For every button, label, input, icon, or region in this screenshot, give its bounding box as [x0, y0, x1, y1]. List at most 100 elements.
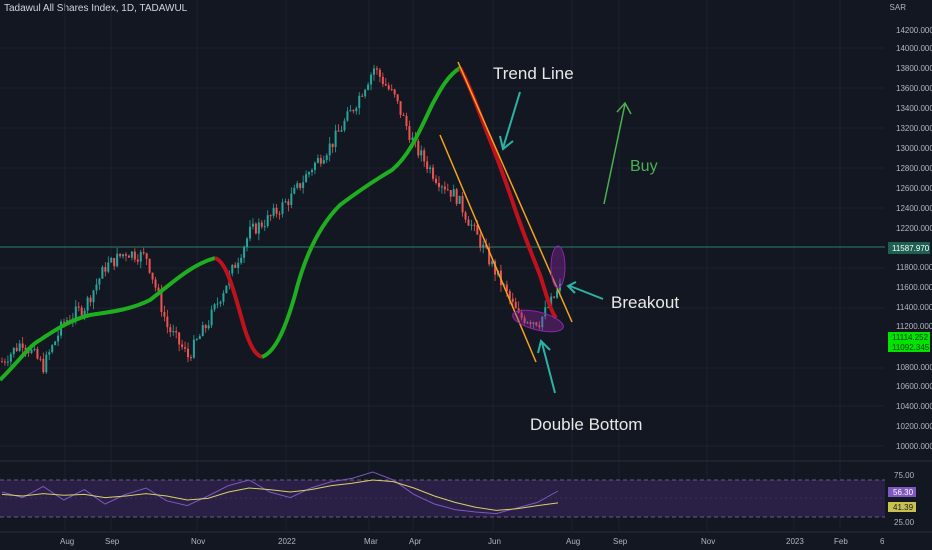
- candle-body: [473, 224, 476, 226]
- candle-body: [142, 252, 145, 254]
- candle-body: [446, 189, 449, 191]
- candle-body: [322, 160, 325, 164]
- candle-body: [130, 251, 133, 258]
- candle-body: [452, 189, 455, 197]
- candle-body: [375, 68, 378, 70]
- candle-body: [402, 114, 405, 116]
- price-tick: 12200.000: [896, 224, 932, 233]
- price-scale[interactable]: 14200.000 14000.000 13800.000 13600.000 …: [896, 26, 932, 451]
- candle-body: [316, 157, 319, 163]
- candle-body: [420, 150, 423, 156]
- candle-body: [411, 137, 414, 140]
- last-price-badge-1: [888, 332, 930, 342]
- price-tick: 14000.000: [896, 44, 932, 53]
- price-tick: 10600.000: [896, 382, 932, 391]
- candle-body: [361, 95, 364, 97]
- candle-body: [92, 290, 95, 303]
- candle-body: [39, 358, 42, 360]
- candle-body: [119, 253, 122, 257]
- candle-body: [249, 226, 251, 239]
- price-tick: 13800.000: [896, 64, 932, 73]
- candle-body: [334, 130, 337, 148]
- candle-body: [550, 296, 553, 308]
- time-label: 2023: [786, 537, 804, 546]
- price-tick: 13200.000: [896, 124, 932, 133]
- breakout-arrow: [566, 281, 604, 300]
- candle-body: [151, 272, 154, 280]
- candle-body: [426, 161, 429, 170]
- candle-body: [482, 244, 485, 248]
- candle-body: [494, 261, 497, 275]
- candle-body: [24, 347, 27, 351]
- candle-body: [417, 140, 420, 156]
- ma-line-red-1: [214, 256, 263, 359]
- candle-body: [287, 201, 290, 206]
- candle-body: [48, 352, 51, 355]
- candle-body: [553, 296, 556, 298]
- candle-body: [234, 264, 237, 268]
- candle-body: [157, 287, 160, 292]
- candle-body: [222, 293, 225, 302]
- candle-body: [12, 347, 15, 355]
- rsi-value-badge: [888, 487, 916, 497]
- candle-body: [269, 215, 272, 217]
- candle-body: [464, 212, 467, 220]
- candle-body: [77, 306, 80, 308]
- last-price-label-1: 11114.252: [892, 333, 929, 342]
- candle-body: [308, 172, 311, 175]
- time-label: Sep: [105, 537, 120, 546]
- candle-body: [169, 327, 172, 333]
- candle-body: [399, 101, 402, 115]
- candle-body: [195, 339, 198, 341]
- candle-body: [296, 183, 299, 188]
- candle-body: [367, 84, 370, 90]
- ma-line-red-2: [458, 66, 558, 320]
- candle-body: [219, 301, 222, 304]
- rsi-ma-badge: [888, 502, 916, 512]
- candle-body: [163, 311, 166, 317]
- candle-body: [6, 361, 9, 363]
- candle-body: [458, 195, 461, 204]
- candle-body: [364, 89, 367, 97]
- candle-body: [3, 361, 6, 363]
- time-label: 2022: [278, 537, 296, 546]
- candle-body: [305, 174, 308, 183]
- candle-body: [461, 195, 464, 213]
- candle-body: [346, 111, 349, 121]
- candle-body: [470, 224, 473, 226]
- candle-body: [65, 320, 68, 322]
- candle-body: [440, 186, 443, 188]
- candle-body: [207, 325, 210, 329]
- candle-body: [54, 341, 57, 346]
- candle-body: [240, 257, 243, 263]
- candle-body: [511, 298, 514, 302]
- candle-body: [337, 130, 340, 132]
- price-tick: 13600.000: [896, 84, 932, 93]
- candle-body: [89, 297, 92, 303]
- breakout-highlight: [550, 245, 566, 289]
- last-price-label-2: 11092.345: [892, 343, 930, 352]
- candle-body: [98, 278, 101, 285]
- ma-line-green-1: [0, 256, 216, 382]
- candle-body: [340, 130, 343, 132]
- time-axis[interactable]: Aug Sep Nov 2022 Mar Apr Jun Aug Sep Nov…: [60, 537, 885, 546]
- candle-body: [95, 284, 98, 291]
- candle-body: [532, 322, 535, 325]
- candle-body: [485, 244, 488, 248]
- candle-body: [21, 343, 24, 348]
- price-tick: 12600.000: [896, 184, 932, 193]
- price-tick: 10800.000: [896, 363, 932, 372]
- candle-body: [311, 169, 313, 173]
- rsi-scale[interactable]: 75.00 25.00: [894, 471, 915, 527]
- channel-lower: [439, 134, 537, 363]
- candle-body: [237, 262, 240, 268]
- candle-body: [281, 202, 284, 214]
- candle-body: [113, 257, 116, 267]
- rsi-tick-upper: 75.00: [894, 471, 915, 480]
- price-tick: 10200.000: [896, 422, 932, 431]
- chart-title: Tadawul All Shares Index, 1D, TADAWUL: [4, 3, 188, 14]
- double-bottom-arrow: [537, 339, 556, 394]
- candle-body: [488, 247, 491, 265]
- price-tick: 13400.000: [896, 104, 932, 113]
